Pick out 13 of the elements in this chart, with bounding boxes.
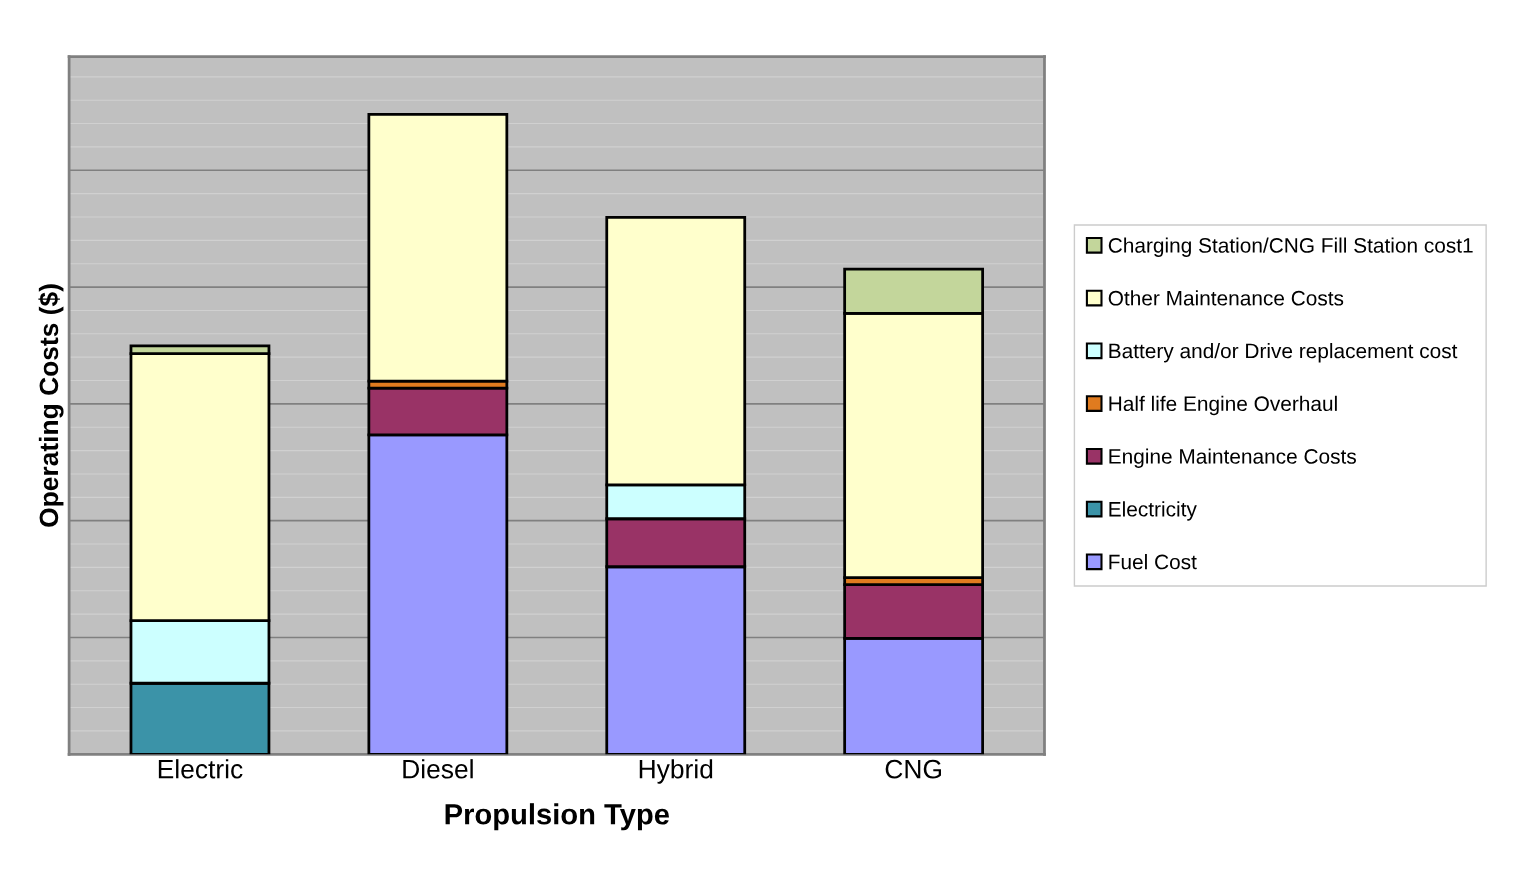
x-axis-title: Propulsion Type [445, 803, 669, 831]
legend-label: Engine Maintenance Costs [1109, 448, 1356, 468]
legend-label: Electricity [1109, 501, 1197, 521]
x-tick-label: Electric [158, 759, 243, 779]
legend-label: Fuel Cost [1109, 554, 1197, 570]
y-axis-title: Operating Costs ($) [38, 284, 64, 527]
legend-label: Other Maintenance Costs [1108, 290, 1344, 306]
x-tick-label: CNG [885, 759, 941, 779]
legend-label: Charging Station/CNG Fill Station cost1 [1108, 237, 1473, 257]
legend-label: Battery and/or Drive replacement cost [1109, 343, 1458, 363]
legend-label: Half life Engine Overhaul [1109, 395, 1337, 416]
x-tick-label: Hybrid [639, 759, 713, 784]
x-tick-label: Diesel [403, 759, 473, 779]
